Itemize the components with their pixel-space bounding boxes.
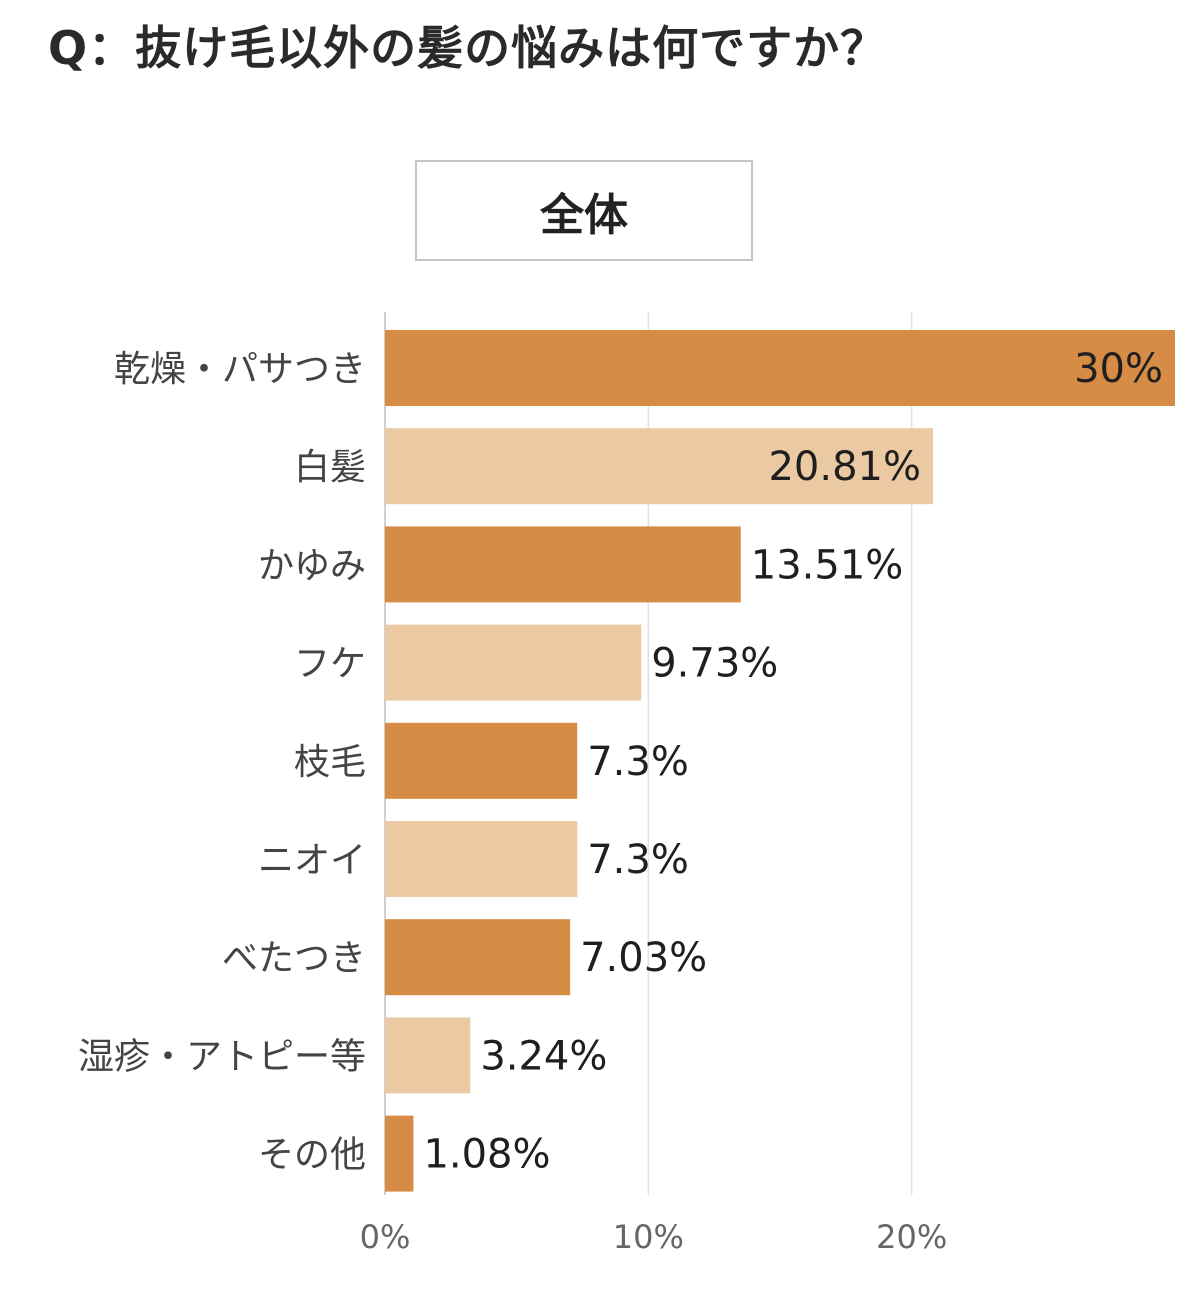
data-label: 7.3% [587,837,689,883]
data-label: 3.24% [480,1033,607,1079]
bar [385,624,642,701]
category-label: 枝毛 [294,742,366,783]
category-label: 湿疹・アトピー等 [78,1036,366,1077]
x-tick-label: 10% [613,1218,684,1256]
bar [385,821,578,897]
legend-box: 全体 [415,160,753,261]
legend-label: 全体 [540,189,628,241]
chart-title: Q：抜け毛以外の髪の悩みは何ですか？ [48,21,888,75]
bar [385,919,571,996]
bar [385,722,578,799]
bar [385,428,933,505]
bar [385,330,1175,406]
x-tick-label: 0% [360,1218,411,1256]
data-label: 30% [1074,346,1163,392]
data-label: 13.51% [751,542,904,588]
data-label: 9.73% [651,641,778,687]
category-label: ニオイ [258,840,366,881]
category-label: べたつき [222,938,366,979]
data-label: 7.3% [587,739,689,785]
category-label: フケ [294,644,366,685]
data-label: 7.03% [580,935,707,981]
data-label: 1.08% [423,1132,550,1178]
category-label: その他 [258,1135,366,1176]
x-tick-label: 20% [876,1218,947,1256]
category-label: 白髪 [294,447,366,488]
bar [385,1017,471,1094]
bar [385,526,741,603]
data-label: 20.81% [768,444,921,490]
category-label: かゆみ [258,545,366,586]
label-layer: 0% 10% 20% 乾燥・パサつき 30% 白髪 20.81% かゆみ 13.51% フケ 9.7… [78,346,1163,1256]
bar [385,1115,414,1192]
category-label: 乾燥・パサつき [114,349,366,390]
bar-layer [385,330,1175,1192]
